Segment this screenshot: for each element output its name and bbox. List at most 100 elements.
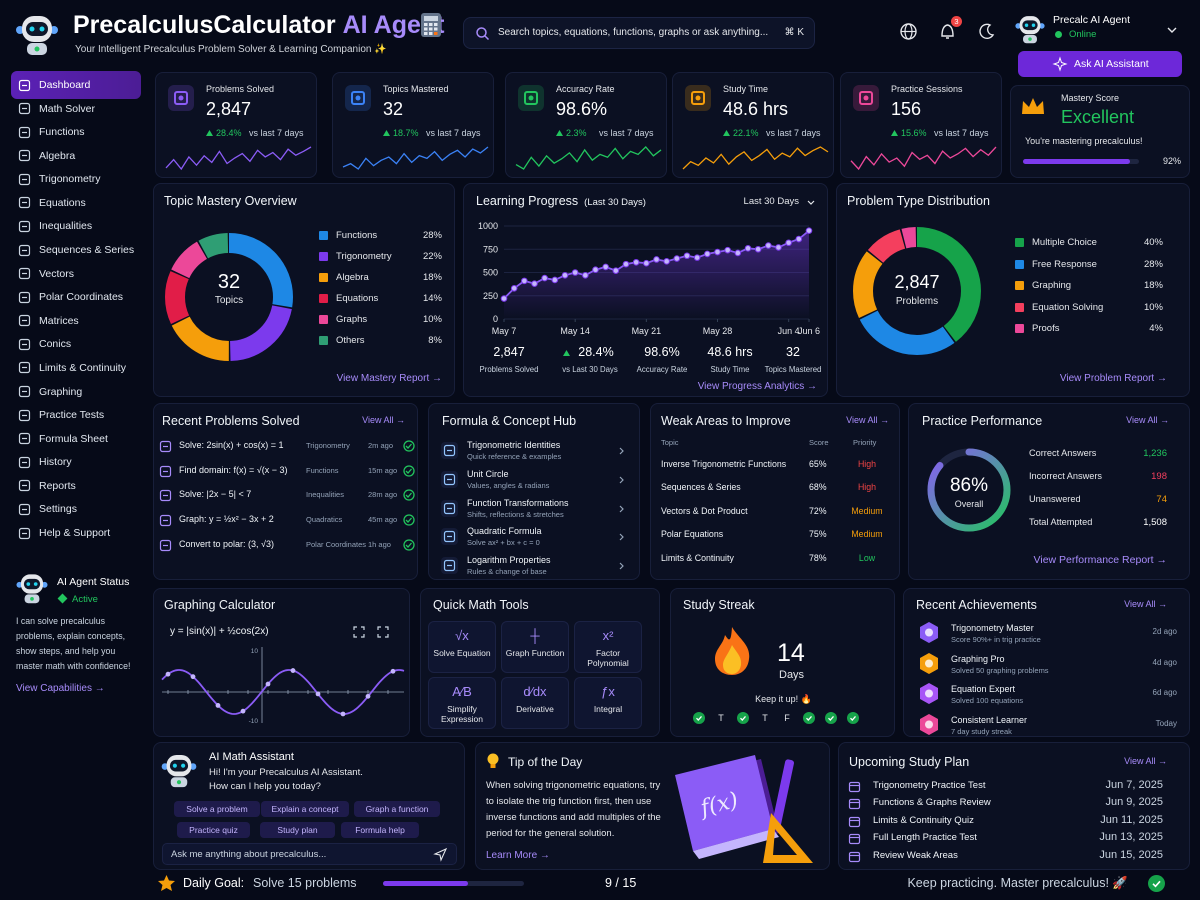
suggestion-chip[interactable]: Study plan — [260, 822, 335, 838]
point — [805, 227, 813, 234]
card-title: Formula & Concept Hub — [442, 414, 577, 428]
nav-item[interactable]: Help & Support — [39, 527, 111, 540]
nav-item[interactable]: Settings — [39, 503, 77, 516]
range-select[interactable]: Last 30 Days — [743, 196, 799, 207]
legend-swatch — [319, 252, 328, 261]
summary-label: Problems Solved — [479, 365, 539, 374]
nav-item[interactable]: Math Solver — [39, 102, 96, 115]
weak-priority: High — [857, 459, 877, 469]
problem-topic: Functions — [306, 465, 339, 475]
formula-hub-card: Formula & Concept Hub Trigonometric Ident… — [428, 403, 640, 580]
donut-center-label: Problems — [895, 296, 939, 307]
check-mark — [405, 542, 412, 548]
legend-value: 28% — [422, 230, 442, 241]
practice-performance-card: Practice Performance View All → 86% Overall… — [908, 403, 1190, 580]
link[interactable]: View Problem Report → — [1059, 373, 1167, 384]
calculator-icon — [421, 13, 441, 37]
achievement-desc: 7 day study streak — [951, 726, 1012, 736]
robot-visor — [1022, 20, 1038, 31]
stat-label: Practice Sessions — [891, 84, 963, 94]
legend-swatch — [1015, 238, 1024, 247]
link[interactable]: Learn More → — [486, 850, 550, 861]
nav-item[interactable]: Dashboard — [39, 79, 91, 91]
glyph — [859, 91, 873, 105]
formula-title[interactable]: Trigonometric Identities — [467, 440, 561, 450]
icon-shape — [18, 362, 31, 374]
achievement-time: 6d ago — [1152, 688, 1177, 697]
curve-point — [265, 681, 271, 687]
weak-priority: Medium — [851, 505, 883, 516]
y-axis-label: 10 — [251, 648, 259, 655]
nav-item[interactable]: Formula Sheet — [39, 432, 108, 445]
nav-item[interactable]: History — [39, 456, 72, 469]
donut-segment — [853, 227, 981, 355]
search-box[interactable]: Search topics, equations, functions, gra… — [463, 17, 815, 49]
link[interactable]: View All → — [846, 415, 889, 425]
point — [602, 263, 609, 271]
link[interactable]: View All → — [362, 415, 405, 425]
link[interactable]: View All → — [1124, 756, 1167, 766]
curve-point — [165, 671, 171, 677]
robot-avatar — [1015, 16, 1045, 44]
calendar-icon — [848, 816, 861, 827]
app-subtitle: Your Intelligent Precalculus Problem Sol… — [75, 44, 387, 55]
nav-item[interactable]: Matrices — [39, 314, 79, 327]
ask-ai-button[interactable]: Ask AI Assistant — [1018, 51, 1182, 77]
formula-title[interactable]: Unit Circle — [467, 468, 509, 479]
point — [643, 259, 650, 267]
stat-change: 15.6% — [901, 128, 927, 138]
nav-item[interactable]: Conics — [39, 338, 72, 351]
nav-item[interactable]: Functions — [39, 126, 85, 139]
nav-item[interactable]: Practice Tests — [39, 409, 105, 422]
icon-shape — [18, 150, 31, 162]
formula-title[interactable]: Logarithm Properties — [467, 555, 551, 566]
day-circle — [693, 712, 705, 724]
tool-tile[interactable]: A⁄B Simplify Expression — [428, 677, 496, 729]
link[interactable]: View All → — [1126, 415, 1169, 425]
tool-tile[interactable]: √x Solve Equation — [428, 621, 496, 673]
glyph-dot — [528, 95, 534, 101]
calendar — [848, 799, 861, 810]
stat-value: 48.6 hrs — [723, 99, 789, 119]
tool-tile[interactable]: ┼ Graph Function — [501, 621, 569, 673]
tool-tile[interactable]: d⁄dx Derivative — [501, 677, 569, 729]
formula-title[interactable]: Quadratic Formula — [467, 526, 542, 537]
nav-item[interactable]: Trigonometry — [39, 173, 101, 186]
icon-shape — [18, 527, 31, 539]
nav-item[interactable]: Limits & Continuity — [39, 361, 126, 374]
suggestion-chip[interactable]: Practice quiz — [177, 822, 250, 838]
weak-topic: Sequences & Series — [661, 482, 741, 493]
day-done — [803, 712, 815, 724]
tool-tile[interactable]: x² Factor Polynomial — [574, 621, 642, 673]
nav-item[interactable]: Graphing — [39, 385, 83, 398]
progress-fill — [1023, 159, 1130, 164]
sparkline — [515, 146, 662, 170]
nav-item[interactable]: Algebra — [39, 149, 76, 162]
calendar-icon — [848, 799, 861, 810]
suggestion-chip[interactable]: Explain a concept — [261, 801, 349, 817]
point — [592, 266, 599, 274]
suggestion-chip[interactable]: Solve a problem — [174, 801, 260, 817]
formula-title[interactable]: Function Transformations — [467, 497, 569, 508]
formula-desc: Shifts, reflections & stretches — [467, 509, 564, 519]
nav-item[interactable]: Polar Coordinates — [39, 291, 124, 304]
button-label: Ask AI Assistant — [1074, 58, 1149, 70]
nav-item[interactable]: Equations — [39, 196, 86, 209]
link[interactable]: View Capabilities → — [16, 683, 105, 694]
suggestion-chip[interactable]: Graph a function — [354, 801, 440, 817]
book-illustration: f(x) — [675, 755, 813, 863]
link[interactable]: View All → — [1124, 599, 1167, 609]
chat-input[interactable]: Ask me anything about precalculus... — [162, 843, 457, 865]
tool-tile[interactable]: ƒx Integral — [574, 677, 642, 729]
link[interactable]: View Mastery Report → — [336, 373, 442, 384]
nav-item[interactable]: Sequences & Series — [39, 244, 135, 257]
nav-item[interactable]: Vectors — [39, 267, 75, 280]
nav-item[interactable]: Inequalities — [39, 220, 93, 233]
link[interactable]: View Progress Analytics → — [697, 381, 817, 392]
suggestion-chip[interactable]: Formula help — [341, 822, 419, 838]
link[interactable]: View Performance Report → — [1033, 554, 1167, 566]
nav-item[interactable]: Reports — [39, 479, 76, 492]
item-icon — [443, 502, 456, 514]
donut-center-label: Topics — [214, 295, 244, 306]
calendar — [848, 816, 861, 827]
